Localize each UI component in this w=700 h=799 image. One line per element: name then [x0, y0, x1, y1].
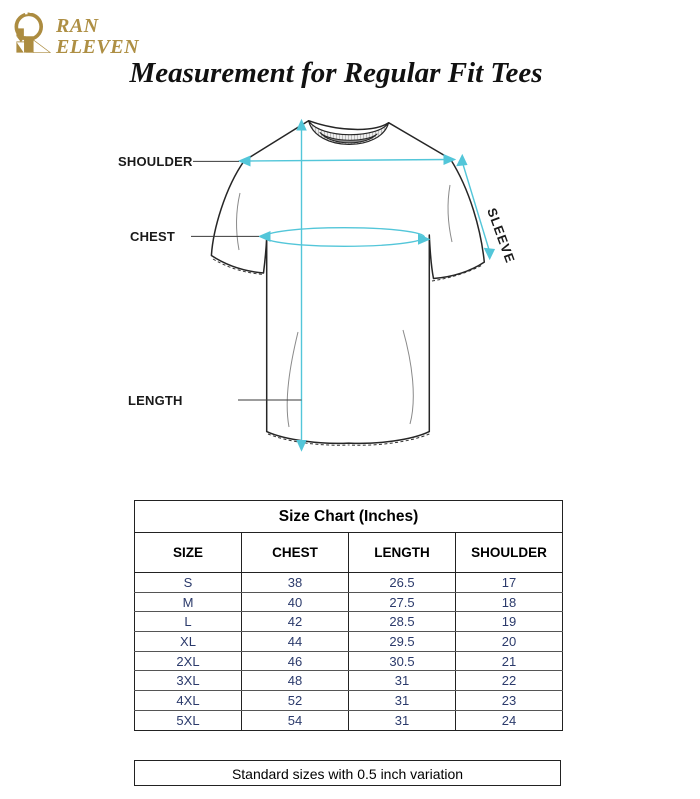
svg-text:SHOULDER: SHOULDER — [118, 154, 193, 169]
svg-text:LENGTH: LENGTH — [128, 393, 183, 408]
svg-text:CHEST: CHEST — [130, 229, 175, 244]
